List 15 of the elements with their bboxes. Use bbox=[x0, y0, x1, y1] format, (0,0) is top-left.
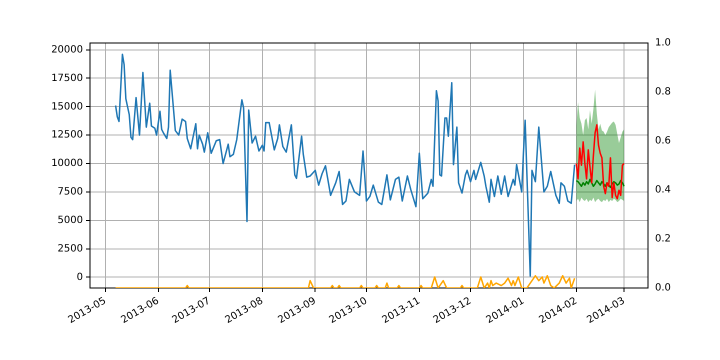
y-tick-label: 17500 bbox=[51, 72, 83, 84]
y-tick-label: 5000 bbox=[58, 214, 83, 226]
y2-tick-label: 1.0 bbox=[655, 38, 671, 49]
y2-tick-label: 0.4 bbox=[655, 184, 671, 196]
y2-tick-label: 0.0 bbox=[655, 282, 671, 294]
y-tick-label: 15000 bbox=[51, 101, 83, 112]
y-tick-label: 10000 bbox=[51, 158, 83, 170]
y2-tick-label: 0.6 bbox=[655, 136, 671, 147]
y2-tick-label: 0.8 bbox=[655, 86, 671, 98]
y-tick-label: 12500 bbox=[51, 130, 83, 141]
y2-tick-label: 0.2 bbox=[655, 234, 671, 245]
y-tick-label: 2500 bbox=[58, 243, 83, 254]
y-tick-label: 7500 bbox=[58, 186, 83, 198]
y-tick-label: 0 bbox=[76, 272, 83, 283]
y-tick-label: 20000 bbox=[51, 44, 83, 56]
